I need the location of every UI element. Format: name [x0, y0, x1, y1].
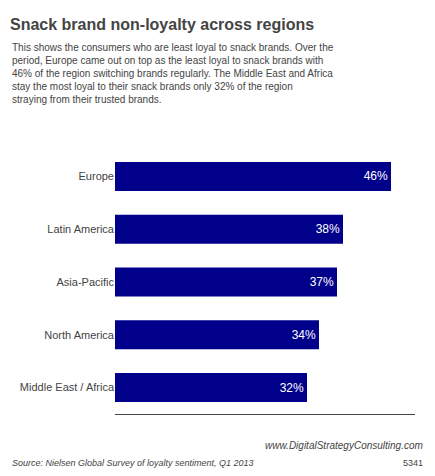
svg-text:www.DigitalStrategyConsulting.: www.DigitalStrategyConsulting.com — [265, 440, 423, 451]
svg-text:34%: 34% — [292, 328, 316, 342]
svg-text:5341: 5341 — [403, 458, 423, 468]
svg-text:46%: 46% — [364, 169, 388, 183]
svg-text:Snack brand non-loyalty across: Snack brand non-loyalty across regions — [10, 16, 314, 33]
svg-text:Latin America: Latin America — [47, 223, 115, 235]
svg-text:Europe: Europe — [79, 170, 114, 182]
svg-text:North America: North America — [44, 329, 115, 341]
svg-text:38%: 38% — [316, 222, 340, 236]
svg-text:This shows the consumers who a: This shows the consumers who are least l… — [12, 42, 334, 105]
svg-text:Source: Nielsen Global Survey: Source: Nielsen Global Survey of loyalty… — [12, 458, 254, 468]
svg-text:Middle East / Africa: Middle East / Africa — [20, 381, 115, 393]
svg-text:32%: 32% — [280, 381, 304, 395]
svg-text:37%: 37% — [310, 275, 334, 289]
svg-text:Asia-Pacific: Asia-Pacific — [57, 276, 115, 288]
